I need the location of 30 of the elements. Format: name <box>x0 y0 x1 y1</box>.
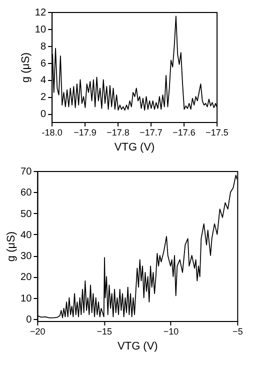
y-tick-label: 4 <box>40 75 46 86</box>
y-tick-label: 6 <box>40 58 46 70</box>
x-tick-label: −5 <box>232 326 243 336</box>
y-tick-label: 2 <box>40 92 46 104</box>
x-tick-label: −10 <box>163 326 179 336</box>
y-axis-title: g (μS) <box>6 231 18 262</box>
y-tick-label: 12 <box>34 8 46 18</box>
y-tick-label: 30 <box>20 251 32 262</box>
y-tick-label: 10 <box>20 293 32 304</box>
x-axis-title: VTG (V) <box>114 142 155 154</box>
y-tick-label: 70 <box>20 166 32 178</box>
y-tick-label: 0 <box>40 109 46 120</box>
y-tick-label: 10 <box>34 24 46 36</box>
y-tick-label: 40 <box>20 230 32 241</box>
y-tick-label: 8 <box>40 41 46 52</box>
x-axis-title: VTG (V) <box>118 340 158 352</box>
x-tick-label: −17.7 <box>140 128 162 138</box>
x-tick-label: −17.9 <box>74 128 96 138</box>
y-tick-label: 50 <box>20 208 32 220</box>
y-tick-label: 20 <box>20 272 32 284</box>
x-tick-label: −15 <box>96 326 112 336</box>
y-axis-title: g (μS) <box>20 52 32 83</box>
x-tick-label: −17.5 <box>206 128 228 138</box>
x-tick-label: −17.8 <box>106 128 130 138</box>
y-tick-label: 60 <box>20 188 32 199</box>
x-tick-label: −20 <box>30 326 46 336</box>
line-series <box>37 174 238 318</box>
x-tick-label: -18.0 <box>42 128 62 138</box>
y-tick-label: 0 <box>26 314 32 326</box>
x-tick-label: −17.6 <box>172 128 196 138</box>
